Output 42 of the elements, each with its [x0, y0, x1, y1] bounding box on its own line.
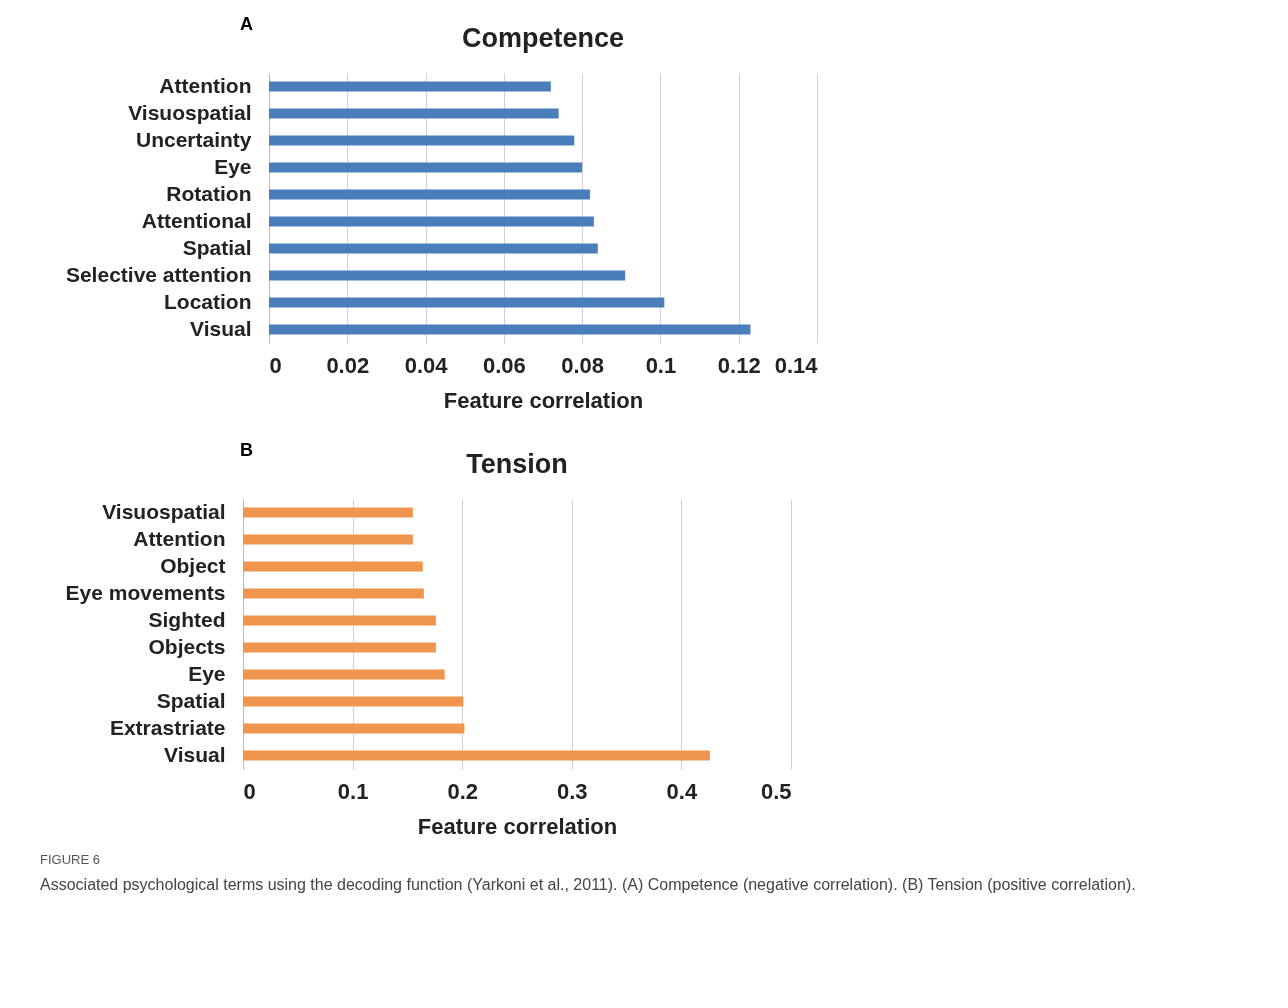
- y-tick-label: Attention: [133, 526, 226, 550]
- y-tick-label: Eye: [188, 661, 226, 685]
- text: Associated psychological terms using the decoding function (Yarkoni et al., 2011). (A) Competence (negative correlation). (B) Tension (positive correlation).: [40, 875, 1137, 895]
- x-tick-label: 0.04: [404, 352, 449, 378]
- chart-title: Competence: [461, 23, 625, 53]
- caption: FIGURE 6: [40, 852, 101, 867]
- y-tick-label: Eye movements: [65, 580, 226, 604]
- y-tick-label: Extrastriate: [109, 715, 226, 739]
- y-tick-label: Sighted: [148, 607, 226, 631]
- x-tick-label: 0.4: [666, 778, 698, 804]
- x-tick-label: 0.12: [717, 352, 761, 378]
- y-tick-label: Spatial: [182, 235, 252, 259]
- text: B: [240, 440, 253, 461]
- y-tick-label: Eye: [214, 154, 252, 178]
- x-tick-label: 0.06: [482, 352, 526, 378]
- y-tick-label: Attentional: [141, 208, 252, 232]
- x-tick-label: 0.02: [326, 352, 370, 378]
- x-tick-label: 0: [243, 778, 256, 804]
- y-tick-label: Visuospatial: [102, 499, 226, 523]
- text: A: [240, 14, 253, 35]
- x-tick-label: 0.3: [557, 778, 588, 804]
- x-tick-label: 0.1: [645, 352, 677, 378]
- y-tick-label: Visuospatial: [128, 100, 252, 124]
- x-tick-label: 0.1: [337, 778, 369, 804]
- y-tick-label: Rotation: [166, 181, 252, 205]
- y-tick-label: Location: [164, 289, 252, 313]
- x-axis-title: Feature correlation: [417, 813, 618, 839]
- y-tick-label: Visual: [164, 742, 226, 766]
- y-tick-label: Selective attention: [65, 262, 252, 286]
- x-axis-title: Feature correlation: [443, 387, 644, 413]
- y-tick-label: Spatial: [156, 688, 226, 712]
- chart-title: Tension: [466, 449, 568, 479]
- y-tick-label: Uncertainty: [135, 127, 252, 151]
- y-tick-label: Object: [160, 553, 226, 577]
- x-tick-label: 0.08: [561, 352, 605, 378]
- y-tick-label: Objects: [148, 634, 226, 658]
- x-tick-label: 0: [269, 352, 282, 378]
- x-tick-label: 0.5: [760, 778, 792, 804]
- y-tick-label: Attention: [159, 73, 252, 97]
- x-tick-label: 0.14: [774, 352, 819, 378]
- x-tick-label: 0.2: [447, 778, 478, 804]
- y-tick-label: Visual: [190, 316, 252, 340]
